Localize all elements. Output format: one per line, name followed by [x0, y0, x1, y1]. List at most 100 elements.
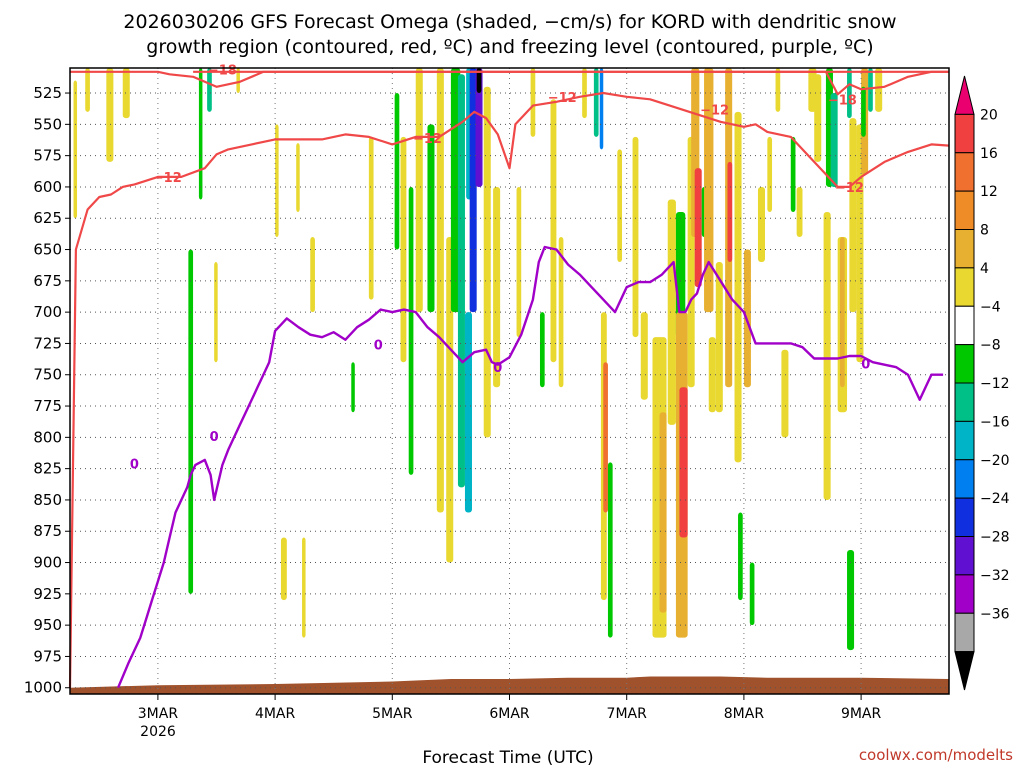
omega-band-22	[446, 237, 454, 563]
contour-label-zero-d: 0	[493, 361, 502, 376]
omega-band-77	[840, 237, 845, 388]
colorbar-swatch-4	[954, 229, 975, 269]
omega-band-26	[469, 68, 477, 313]
omega-band-54	[694, 168, 702, 288]
contour-label-zero-b: 0	[210, 430, 219, 445]
omega-band-85	[875, 68, 883, 112]
omega-band-43	[617, 149, 623, 263]
omega-band-51	[679, 387, 688, 538]
omega-band-44	[632, 136, 639, 338]
y-tick-label-925: 925	[33, 585, 62, 603]
colorbar-swatch-3	[954, 190, 975, 230]
colorbar-label-8: −16	[980, 414, 1010, 430]
omega-band-81	[856, 124, 864, 363]
omega-band-24	[457, 74, 465, 488]
omega-band-70	[796, 186, 803, 238]
x-tick-label-4MAR: 4MAR	[255, 706, 296, 722]
colorbar-swatch-14	[954, 612, 975, 653]
colorbar-label-3: 8	[980, 223, 989, 239]
omega-band-10	[280, 537, 287, 601]
y-tick-label-750: 750	[33, 366, 62, 384]
colorbar-swatch-7	[954, 344, 975, 384]
omega-band-0	[73, 80, 78, 219]
omega-band-12	[302, 537, 306, 638]
y-tick-label-625: 625	[33, 209, 62, 227]
omega-band-37	[582, 68, 587, 119]
colorbar-swatch-6	[954, 305, 975, 346]
omega-band-5	[207, 68, 212, 112]
x-year-label: 2026	[140, 724, 176, 740]
x-tick-label-3MAR: 3MAR	[138, 706, 179, 722]
omega-band-8	[236, 68, 240, 94]
credit-text: coolwx.com/modelts	[859, 746, 1013, 764]
contour-label-minus12-d: −12	[700, 103, 729, 118]
colorbar-bottom-arrow	[954, 651, 975, 691]
contour-label-zero-e: 0	[861, 357, 870, 372]
x-tick-label-8MAR: 8MAR	[724, 706, 765, 722]
omega-band-27	[475, 68, 483, 187]
y-tick-label-575: 575	[33, 147, 62, 165]
contour-label-minus12-e: −12	[835, 181, 864, 196]
x-axis: 3MAR 4MAR 5MAR 6MAR 7MAR 8MAR 9MAR	[138, 694, 882, 722]
omega-band-19	[415, 68, 423, 313]
omega-band-17	[400, 136, 407, 363]
omega-band-72	[814, 74, 822, 162]
omega-band-60	[727, 161, 733, 263]
omega-band-80	[847, 550, 855, 651]
omega-band-67	[775, 68, 781, 112]
omega-band-14	[351, 362, 355, 413]
omega-band-1	[85, 68, 90, 112]
ground-surface	[70, 676, 949, 694]
y-tick-label-1000: 1000	[24, 679, 62, 697]
chart-title-line-2: growth region (contoured, red, ºC) and f…	[146, 36, 873, 58]
colorbar-label-6: −8	[980, 338, 1001, 354]
omega-band-34	[539, 312, 545, 388]
colorbar: 20 16 12 8 4 −4 −8 −12 −16 −20 −24 −28 −32 −36	[954, 75, 1010, 691]
y-tick-label-650: 650	[33, 241, 62, 259]
omega-band-39	[599, 68, 604, 150]
y-tick-label-700: 700	[33, 303, 62, 321]
contour-minus18C	[193, 70, 949, 96]
x-axis-title: Forecast Time (UTC)	[422, 748, 593, 768]
omega-band-45	[640, 312, 648, 400]
omega-band-36	[558, 237, 564, 388]
omega-band-64	[749, 562, 755, 626]
colorbar-swatch-5	[954, 267, 975, 307]
y-tick-label-800: 800	[33, 428, 62, 446]
omega-band-65	[757, 186, 765, 263]
omega-band-58	[715, 262, 723, 413]
omega-band-79	[849, 118, 857, 313]
colorbar-label-2: 12	[980, 184, 998, 200]
colorbar-swatch-1	[954, 113, 975, 154]
contour-label-minus12-a: −12	[153, 171, 182, 186]
omega-band-3	[122, 68, 130, 119]
omega-band-2	[106, 68, 114, 162]
omega-band-48	[667, 199, 676, 425]
x-tick-label-6MAR: 6MAR	[489, 706, 530, 722]
omega-band-47	[659, 412, 667, 613]
y-tick-label-950: 950	[33, 616, 62, 634]
omega-band-56	[704, 68, 714, 313]
colorbar-label-1: 16	[980, 146, 998, 162]
omega-band-78	[847, 68, 852, 119]
omega-band-6	[188, 249, 194, 594]
y-tick-label-600: 600	[33, 178, 62, 196]
colorbar-swatch-9	[954, 420, 975, 461]
omega-band-66	[767, 136, 773, 212]
omega-band-35	[550, 99, 557, 363]
colorbar-label-11: −28	[980, 530, 1010, 546]
omega-band-13	[310, 237, 315, 313]
y-tick-label-550: 550	[33, 115, 62, 133]
colorbar-label-7: −12	[980, 376, 1010, 392]
colorbar-swatch-8	[954, 382, 975, 422]
y-tick-label-850: 850	[33, 491, 62, 509]
omega-band-75	[830, 93, 838, 187]
x-tick-label-9MAR: 9MAR	[841, 706, 882, 722]
chart-title-line-1: 2026030206 GFS Forecast Omega (shaded, −…	[123, 11, 896, 33]
colorbar-swatch-10	[954, 459, 975, 499]
omega-band-15	[368, 136, 374, 300]
omega-band-29	[464, 312, 472, 513]
contour-label-minus12-b: −12	[413, 132, 442, 147]
y-tick-label-725: 725	[33, 334, 62, 352]
